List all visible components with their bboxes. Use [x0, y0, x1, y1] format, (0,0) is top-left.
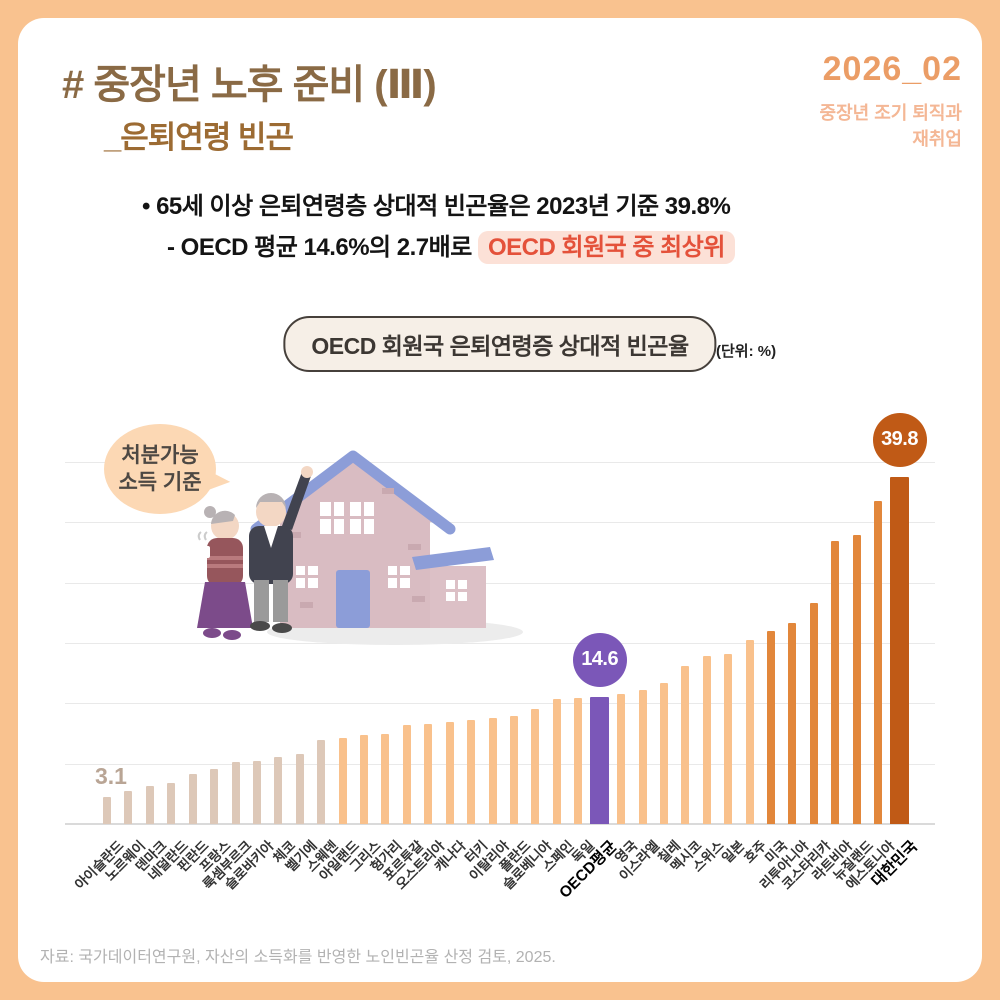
chart-bar-아일랜드: [338, 737, 347, 824]
page-title: # 중장년 노후 준비 (Ⅲ): [62, 63, 437, 107]
page-subtitle: _은퇴연령 빈곤: [104, 120, 294, 155]
chart-bar-폴란드: [509, 715, 518, 824]
chart-bar-일본: [724, 653, 733, 824]
bullet-line-2-text: - OECD 평균 14.6%의 2.7배로: [167, 234, 478, 261]
issue-topic: 중장년 조기 퇴직과 재취업: [820, 100, 962, 152]
elderly-couple: [196, 466, 313, 640]
chart-bar-스페인: [552, 699, 561, 824]
min-value-label: 3.1: [95, 762, 127, 789]
house-icon: [250, 450, 494, 628]
chart-bar-핀란드: [188, 774, 197, 824]
chart-bar-리투아니아: [788, 622, 797, 824]
chart-bar-포르투갈: [402, 725, 411, 824]
elderly-man: [249, 466, 313, 633]
issue-topic-line2: 재취업: [912, 129, 962, 150]
chart-bar-에스토니아: [874, 501, 883, 824]
highlighted-text: OECD 회원국 중 최상위: [478, 231, 735, 264]
chart-bar-벨기에: [295, 754, 304, 824]
source-note: 자료: 국가데이터연구원, 자산의 소득화를 반영한 노인빈곤율 산정 검토, …: [40, 949, 556, 966]
bullet-line-1: • 65세 이상 은퇴연령층 상대적 빈곤율은 2023년 기준 39.8%: [142, 186, 731, 221]
chart-bar-코스타리카: [809, 603, 818, 824]
chart-bar-스웨덴: [317, 740, 326, 824]
chart-bar-뉴질랜드: [852, 535, 861, 824]
chart-bar-라트비아: [831, 541, 840, 824]
chart-bar-네덜란드: [167, 783, 176, 824]
door: [336, 570, 370, 628]
chart-bar-영국: [617, 694, 626, 824]
chart-bar-헝가리: [381, 734, 390, 824]
chart-bar-슬로바키아: [252, 761, 261, 824]
annex: [412, 547, 494, 628]
upper-windows: [320, 502, 374, 534]
value-badge-39.8: 39.8: [872, 412, 927, 467]
bullet-line-2: - OECD 평균 14.6%의 2.7배로 OECD 회원국 중 최상위: [167, 227, 735, 264]
bullet-dot: •: [142, 193, 150, 220]
chart-bar-독일: [574, 697, 583, 824]
gridline: [65, 763, 935, 765]
gridline: [65, 703, 935, 705]
bullet-line-1-text: 65세 이상 은퇴연령층 상대적 빈곤율은 2023년 기준 39.8%: [156, 193, 731, 220]
value-badge-14.6: 14.6: [572, 632, 627, 687]
chart-bar-그리스: [360, 735, 369, 824]
elderly-woman: [196, 506, 253, 640]
chart-bar-이탈리아: [488, 718, 497, 824]
chart-title-pill: OECD 회원국 은퇴연령증 상대적 빈곤율: [283, 316, 717, 372]
gridline: [65, 462, 935, 463]
chart-bar-터키: [467, 720, 476, 824]
note-line1: 처분가능: [121, 443, 199, 467]
elderly-couple-house-illustration: [196, 450, 523, 645]
chart-bar-미국: [767, 631, 776, 824]
chart-bar-칠레: [659, 682, 668, 824]
chart-bar-노르웨이: [124, 790, 133, 824]
note-speech-bubble: 처분가능 소득 기준: [104, 424, 216, 514]
gridline: [65, 582, 935, 584]
chart-bar-룩셈부르크: [231, 762, 240, 824]
chart-bar-OECD평균: [590, 696, 610, 824]
chart-unit-label: (단위: %): [716, 343, 777, 360]
issue-number: 2026_02: [822, 50, 962, 88]
chart-bar-멕시코: [681, 666, 690, 824]
chart-bar-아이슬란드: [103, 796, 111, 824]
gridline: [65, 522, 935, 524]
issue-topic-line1: 중장년 조기 퇴직과: [819, 103, 962, 123]
chart-bar-덴마크: [145, 785, 154, 824]
lower-windows: [296, 566, 410, 588]
x-axis-line: [65, 823, 935, 825]
chart-bar-슬로베니아: [531, 708, 540, 824]
chart-bar-오스트리아: [424, 723, 433, 824]
chart-bar-이스라엘: [638, 689, 647, 824]
chart-bar-스위스: [702, 655, 711, 824]
chart-bar-체코: [274, 756, 283, 824]
note-line2: 소득 기준: [118, 471, 202, 494]
gridline: [65, 643, 935, 644]
chart-bar-캐나다: [445, 721, 454, 824]
chart-bar-대한민국: [890, 476, 910, 824]
chart-bar-프랑스: [210, 769, 219, 824]
chart-bar-호주: [745, 639, 754, 824]
